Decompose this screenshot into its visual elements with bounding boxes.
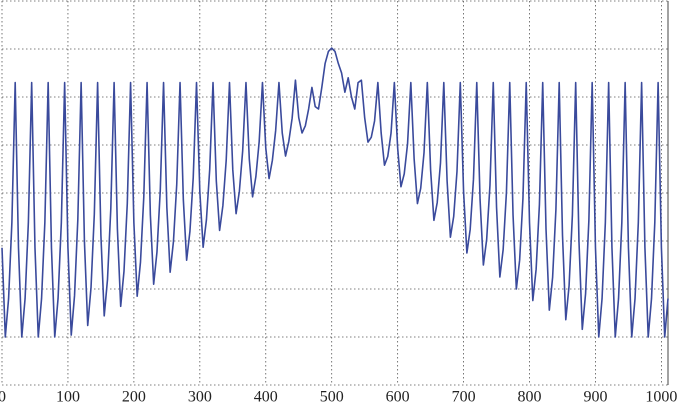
x-tick-label: 800 — [518, 389, 542, 406]
x-tick-label: 400 — [254, 389, 278, 406]
x-tick-label: 500 — [320, 389, 344, 406]
x-tick-label: 600 — [386, 389, 410, 406]
data-line — [1, 47, 669, 338]
x-tick-label: 200 — [122, 389, 146, 406]
x-tick-label: 700 — [452, 389, 476, 406]
x-tick-label: 0 — [0, 389, 6, 406]
x-tick-label: 900 — [583, 389, 607, 406]
x-tick-label: 1000 — [645, 389, 677, 406]
x-tick-label: 300 — [188, 389, 212, 406]
x-tick-label: 100 — [56, 389, 80, 406]
